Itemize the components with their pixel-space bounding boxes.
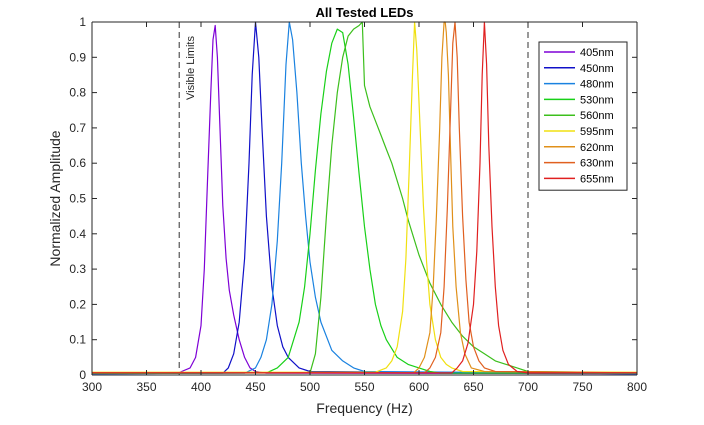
x-tick-label: 400	[191, 380, 211, 394]
series-line	[92, 21, 637, 374]
legend-label: 530nm	[580, 94, 614, 106]
y-tick-label: 0.7	[69, 121, 86, 135]
x-tick-label: 650	[463, 380, 483, 394]
visible-limits-annotation: Visible Limits	[185, 36, 197, 100]
legend-label: 630nm	[580, 158, 614, 170]
legend-label: 405nm	[580, 47, 614, 59]
y-tick-label: 0.3	[69, 262, 86, 276]
x-tick-label: 800	[627, 380, 647, 394]
legend-label: 480nm	[580, 79, 614, 91]
y-tick-label: 0.9	[69, 50, 86, 64]
y-tick-label: 0.4	[69, 227, 86, 241]
x-tick-label: 500	[300, 380, 320, 394]
y-tick-label: 1	[79, 15, 86, 29]
y-axis-label: Normalized Amplitude	[47, 130, 63, 266]
y-tick-label: 0.5	[69, 192, 86, 206]
y-tick-label: 0.8	[69, 86, 86, 100]
legend-label: 595nm	[580, 126, 614, 138]
x-tick-label: 450	[245, 380, 265, 394]
y-tick-label: 0	[79, 368, 86, 382]
series-line	[91, 28, 637, 374]
series-line	[92, 21, 638, 374]
y-tick-label: 0.2	[69, 297, 86, 311]
chart-title: All Tested LEDs	[315, 5, 413, 20]
series-line	[92, 21, 638, 373]
series-line	[91, 21, 638, 374]
x-tick-label: 350	[136, 380, 156, 394]
series-line	[91, 24, 638, 375]
x-tick-label: 600	[409, 380, 429, 394]
legend: 405nm 450nm 480nm 530nm 560nm 595nm 620nm 630nm…	[538, 41, 628, 191]
y-tick-label: 0.6	[69, 156, 86, 170]
legend-label: 560nm	[580, 110, 614, 122]
series-line	[91, 21, 638, 375]
visible-limit-lines	[178, 22, 529, 375]
x-tick-label: 750	[572, 380, 592, 394]
x-tick-label: 700	[518, 380, 538, 394]
legend-label: 655nm	[580, 173, 614, 185]
x-tick-label: 300	[82, 380, 102, 394]
ticks: 300 350 400 450 500 550 600 650 700 750 800 0 0.1 0.2…	[69, 15, 647, 394]
legend-label: 450nm	[580, 63, 614, 75]
y-tick-label: 0.1	[69, 333, 86, 347]
x-axis-label: Frequency (Hz)	[316, 400, 412, 416]
legend-label: 620nm	[580, 142, 614, 154]
x-tick-label: 550	[354, 380, 374, 394]
legend-box	[538, 41, 628, 191]
